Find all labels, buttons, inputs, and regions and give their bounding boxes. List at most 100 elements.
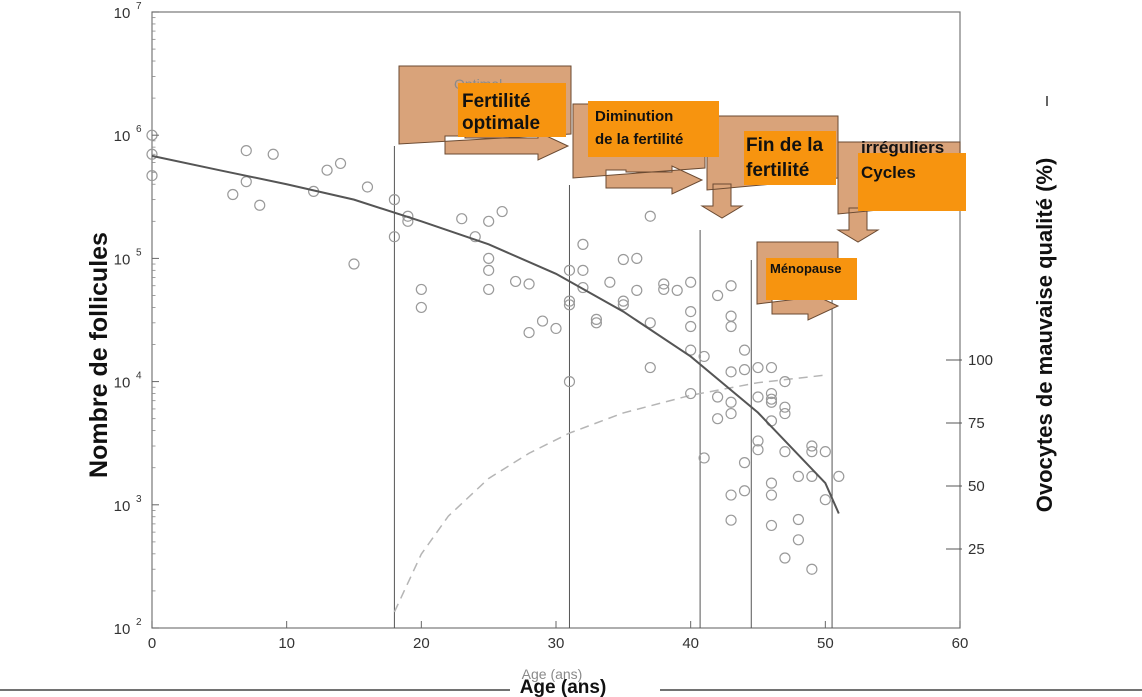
- data-point: [509, 275, 522, 288]
- data-point: [725, 366, 737, 378]
- data-point: [415, 301, 427, 314]
- data-point: [738, 344, 751, 356]
- data-point: [765, 396, 778, 408]
- y-tick-label: 10: [114, 375, 131, 392]
- data-point: [631, 284, 643, 296]
- y2-tick-label: 50: [968, 478, 985, 495]
- y-tick-exponent: 3: [136, 494, 142, 505]
- data-point: [738, 457, 751, 469]
- y2-tick-label: 100: [968, 352, 993, 369]
- phase-label-line2: optimale: [462, 113, 540, 134]
- data-point: [792, 513, 805, 526]
- data-point: [671, 284, 683, 296]
- data-point: [415, 283, 427, 296]
- data-point: [765, 519, 778, 532]
- data-point: [806, 470, 818, 483]
- y-axis-ticks: 10 2 10 3 10 4 10 5 10 6 10 7: [114, 1, 159, 638]
- data-point: [765, 361, 778, 374]
- x-tick-label: 50: [817, 635, 834, 652]
- data-point: [563, 264, 576, 276]
- phase-labels: OptimalFertilitéoptimaleDiminutionde la …: [454, 76, 966, 300]
- y-tick-exponent: 7: [136, 1, 142, 12]
- data-point: [765, 393, 778, 405]
- y-tick-label: 10: [114, 128, 131, 145]
- phase-boundaries: [393, 146, 833, 628]
- data-point: [483, 283, 495, 296]
- data-point: [738, 364, 751, 376]
- follicle-fit-curve: [151, 154, 840, 514]
- fit-curve-layer: [151, 154, 840, 514]
- data-point: [469, 231, 481, 243]
- data-point: [563, 295, 576, 307]
- data-point: [644, 210, 656, 222]
- data-point: [227, 188, 239, 201]
- data-point: [725, 514, 737, 526]
- data-point: [819, 494, 831, 506]
- data-point: [725, 280, 737, 292]
- data-point: [819, 446, 831, 458]
- y2-axis-title: Ovocytes de mauvaise qualité (%): [1032, 158, 1057, 513]
- data-point: [779, 446, 791, 458]
- data-point: [698, 350, 710, 363]
- data-point: [577, 281, 589, 294]
- y-tick-label: 10: [114, 621, 131, 638]
- data-point: [577, 264, 589, 276]
- data-point: [752, 435, 764, 447]
- data-point: [752, 444, 764, 456]
- phase-label-box: [744, 131, 836, 185]
- phase-label-line1: Fin de la: [746, 135, 824, 156]
- phase-label-line1: Diminution: [595, 108, 673, 125]
- data-point: [483, 252, 495, 264]
- data-point: [658, 278, 670, 290]
- data-point: [321, 164, 333, 176]
- phase-label-box: [858, 153, 966, 211]
- data-point: [779, 552, 791, 564]
- data-point: [617, 295, 629, 307]
- x-tick-label: 20: [413, 635, 430, 652]
- x-axis-ticks: 0 10 20 30 40 50 60: [148, 621, 969, 652]
- dashed-curve-layer: [393, 374, 826, 613]
- data-point: [550, 322, 562, 335]
- data-points: [146, 129, 845, 575]
- data-point: [765, 489, 778, 501]
- data-point: [146, 169, 158, 182]
- data-point: [361, 181, 374, 193]
- x-axis-title: Age (ans): [520, 677, 607, 697]
- y-tick-exponent: 5: [136, 247, 142, 258]
- data-point: [792, 470, 805, 483]
- x-axis-title-ghost: Age (ans): [522, 666, 583, 682]
- data-point: [725, 320, 737, 333]
- data-point: [779, 376, 791, 388]
- y-tick-exponent: 2: [136, 617, 142, 628]
- data-point: [483, 264, 495, 276]
- data-point: [267, 148, 279, 160]
- data-point: [254, 199, 266, 211]
- data-point: [334, 157, 347, 170]
- y-tick-label: 10: [114, 498, 131, 515]
- data-point: [725, 407, 737, 420]
- data-point: [685, 276, 697, 288]
- phase-label-line1: Cycles: [861, 163, 916, 182]
- x-tick-label: 40: [682, 635, 699, 652]
- data-point: [765, 477, 778, 489]
- data-point: [711, 391, 724, 403]
- data-point: [806, 440, 818, 452]
- data-point: [644, 317, 656, 329]
- data-point: [604, 276, 616, 288]
- data-point: [496, 205, 508, 218]
- y2-axis-ticks: 25 50 75 100: [946, 352, 993, 558]
- data-point: [617, 253, 629, 266]
- data-point: [725, 489, 737, 501]
- phase-label-line2: fertilité: [746, 160, 809, 181]
- data-point: [644, 361, 656, 374]
- data-point: [685, 320, 697, 333]
- x-tick-label: 10: [278, 635, 295, 652]
- data-point: [792, 534, 805, 546]
- data-point: [536, 315, 549, 327]
- x-tick-label: 60: [952, 635, 969, 652]
- data-point: [523, 278, 535, 290]
- data-point: [563, 299, 576, 311]
- data-point: [388, 194, 400, 206]
- y-tick-label: 10: [114, 5, 131, 22]
